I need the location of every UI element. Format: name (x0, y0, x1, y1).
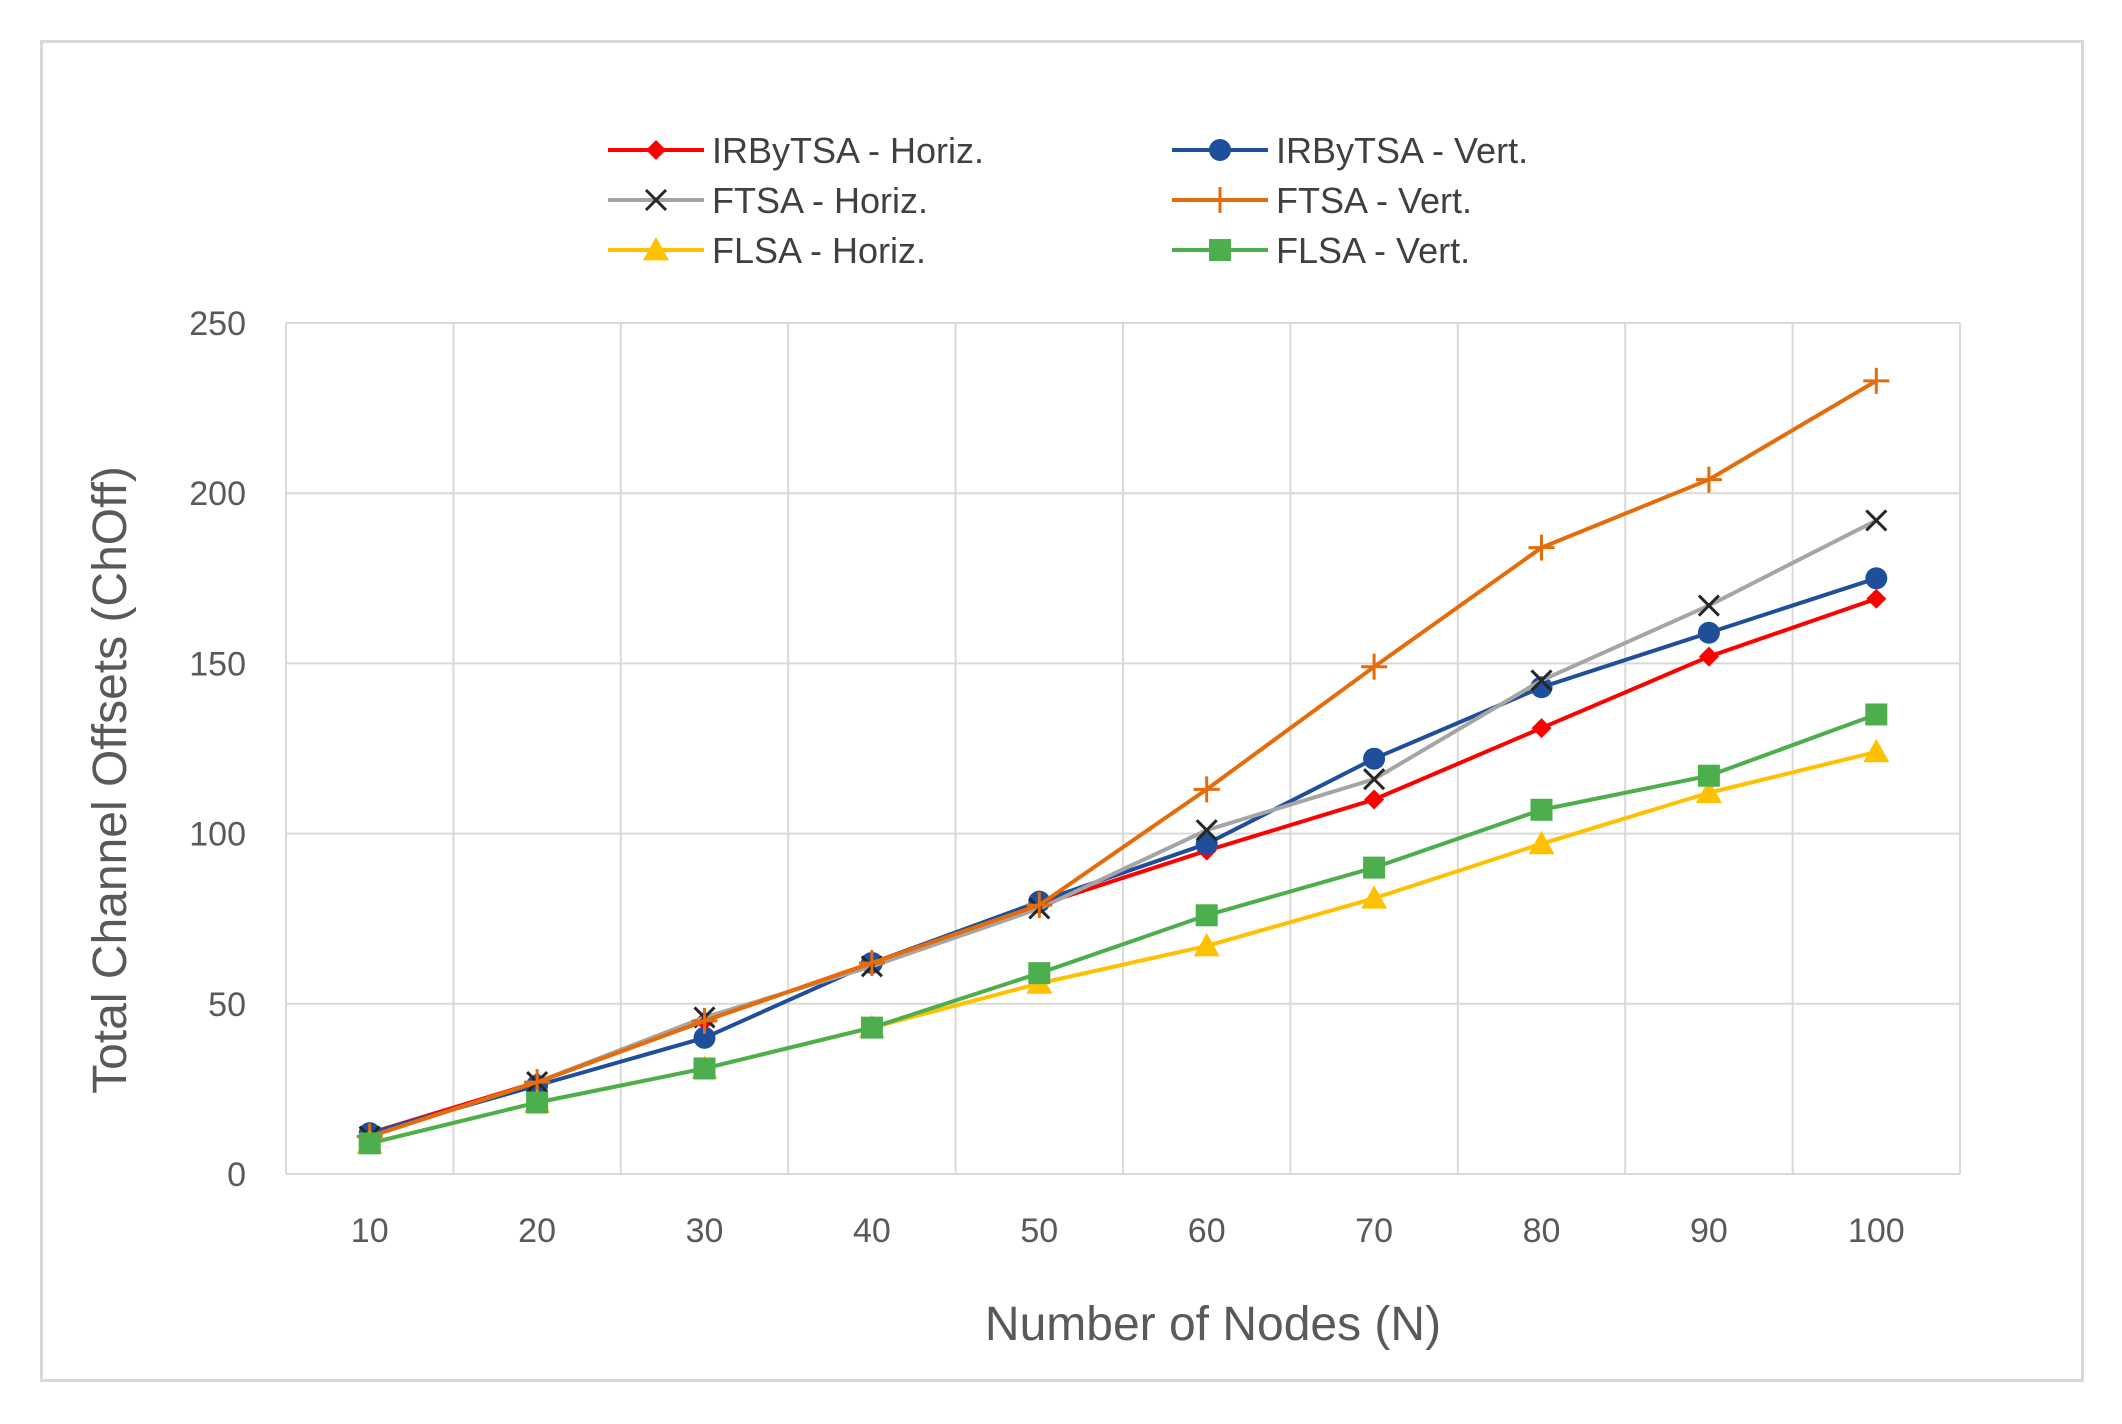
data-point (1863, 738, 1890, 763)
legend-label: IRByTSA - Horiz. (712, 130, 984, 171)
data-point (860, 1016, 883, 1039)
x-tick-label-70: 70 (1355, 1212, 1393, 1250)
x-axis-title: Number of Nodes (N) (985, 1298, 1441, 1351)
data-point (1363, 747, 1386, 770)
data-point (1530, 798, 1553, 821)
data-point (1865, 509, 1888, 532)
data-point (1193, 776, 1220, 803)
legend-label: FLSA - Vert. (1276, 230, 1470, 271)
legend-item-3: FTSA - Vert. (1172, 180, 1472, 221)
y-tick-label-50: 50 (208, 986, 246, 1024)
data-point (1193, 932, 1220, 957)
x-tick-label-90: 90 (1690, 1212, 1728, 1250)
data-point (1528, 534, 1555, 561)
x-tick-label-40: 40 (853, 1212, 891, 1250)
data-point (1531, 718, 1552, 739)
data-point (358, 1132, 381, 1155)
series-3 (356, 367, 1890, 1150)
data-point (1865, 567, 1888, 590)
data-point (1363, 856, 1386, 879)
data-point (1698, 646, 1719, 667)
legend-marker (643, 237, 669, 261)
legend-item-0: IRByTSA - Horiz. (608, 130, 984, 171)
data-point (693, 1057, 716, 1080)
data-point (1361, 885, 1388, 909)
x-tick-label-30: 30 (686, 1212, 724, 1250)
data-point (1028, 962, 1051, 985)
legend-item-4: FLSA - Horiz. (608, 230, 926, 271)
legend-label: FTSA - Vert. (1276, 180, 1472, 221)
data-point (1695, 466, 1722, 493)
x-tick-label-10: 10 (351, 1212, 389, 1250)
legend-item-5: FLSA - Vert. (1172, 230, 1470, 271)
data-point (1364, 789, 1385, 810)
series-lines (356, 367, 1890, 1155)
data-point (1361, 653, 1388, 680)
data-point (858, 949, 885, 976)
data-point (1863, 367, 1890, 394)
y-axis-tick-labels: 0 50 100 150 200 250 (189, 305, 246, 1194)
data-point (693, 1026, 716, 1049)
series-line (369, 379, 1878, 1139)
y-axis-title: Total Channel Offsets (ChOff) (84, 466, 137, 1094)
data-point (1026, 892, 1053, 919)
legend-item-2: FTSA - Horiz. (608, 180, 928, 221)
y-tick-label-150: 150 (189, 645, 246, 683)
legend-label: FLSA - Horiz. (712, 230, 926, 271)
data-point (1695, 779, 1722, 804)
x-tick-label-50: 50 (1020, 1212, 1058, 1250)
chart-frame (40, 40, 2084, 1382)
grid (285, 322, 1961, 1175)
x-tick-label-100: 100 (1848, 1212, 1905, 1250)
data-point (1697, 764, 1720, 787)
legend-item-1: IRByTSA - Vert. (1172, 130, 1528, 171)
series-5 (358, 703, 1888, 1155)
legend-label: FTSA - Horiz. (712, 180, 928, 221)
x-axis-tick-labels: 10 20 30 40 50 60 70 80 90 100 (351, 1212, 1905, 1250)
data-point (691, 1007, 718, 1034)
data-point (1865, 703, 1888, 726)
series-line (369, 712, 1877, 1146)
x-tick-label-60: 60 (1188, 1212, 1226, 1250)
data-point (1697, 621, 1720, 644)
x-tick-label-20: 20 (518, 1212, 556, 1250)
data-point (1697, 594, 1720, 617)
legend-label: IRByTSA - Vert. (1276, 130, 1528, 171)
x-tick-label-80: 80 (1523, 1212, 1561, 1250)
data-point (1363, 768, 1386, 791)
data-point (1528, 830, 1555, 855)
legend-marker (1207, 187, 1233, 213)
data-point (1866, 588, 1887, 609)
data-point (1195, 819, 1218, 842)
data-point (1195, 832, 1218, 855)
legend-marker (1209, 239, 1231, 261)
y-tick-label-100: 100 (189, 816, 246, 854)
data-point (1195, 904, 1218, 927)
data-point (526, 1091, 549, 1114)
legend-marker (644, 188, 668, 212)
data-point (1530, 669, 1553, 692)
legend: IRByTSA - Horiz. IRByTSA - Vert. FTSA - Ho… (608, 130, 1528, 271)
y-tick-label-250: 250 (189, 305, 246, 343)
series-line (369, 576, 1877, 1136)
legend-marker (646, 140, 666, 160)
y-tick-label-0: 0 (227, 1156, 246, 1194)
y-tick-label-200: 200 (189, 475, 246, 513)
legend-marker (1209, 139, 1231, 161)
